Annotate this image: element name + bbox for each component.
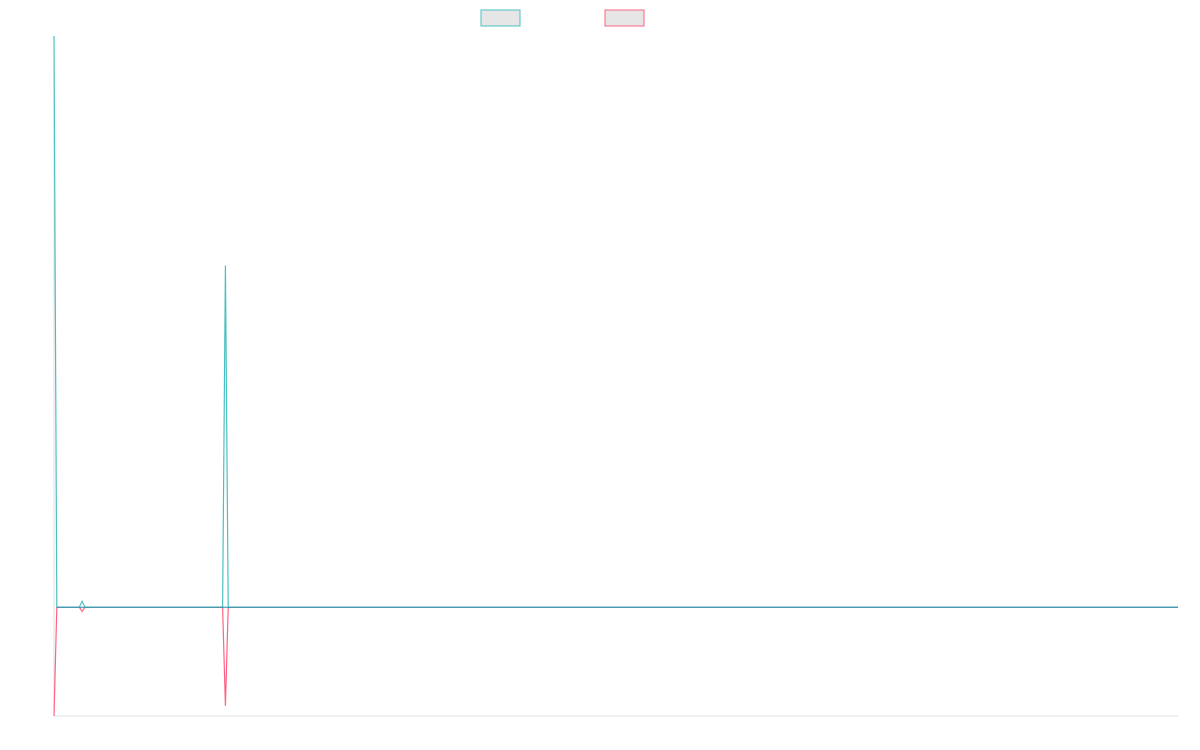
legend — [480, 9, 645, 27]
legend-swatch-series-a[interactable] — [480, 9, 521, 27]
series-layer — [53, 35, 1178, 717]
series-b-line[interactable] — [53, 606, 1178, 717]
series-a-line[interactable] — [53, 35, 1178, 608]
legend-swatch-series-b[interactable] — [604, 9, 645, 27]
